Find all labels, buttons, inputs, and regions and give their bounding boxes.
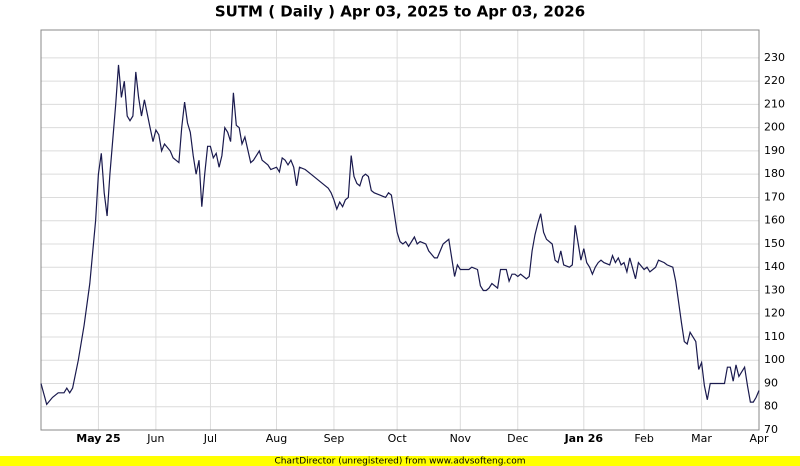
plot-frame	[40, 29, 760, 431]
y-tick-label: 180	[764, 167, 785, 180]
x-tick-label: Jun	[146, 432, 164, 445]
footer-band	[0, 456, 800, 466]
y-tick-label: 70	[764, 423, 778, 436]
x-tick-label: Nov	[450, 432, 472, 445]
x-tick-label: Dec	[507, 432, 528, 445]
grid	[41, 30, 760, 431]
x-tick-label: Oct	[388, 432, 408, 445]
x-tick-label: Jan 26	[564, 432, 604, 445]
x-tick-label: Jul	[203, 432, 217, 445]
y-tick-label: 110	[764, 330, 785, 343]
y-tick-label: 230	[764, 51, 785, 64]
y-tick-label: 80	[764, 400, 778, 413]
y-tick-label: 130	[764, 283, 785, 296]
y-tick-label: 100	[764, 353, 785, 366]
y-tick-label: 210	[764, 97, 785, 110]
y-tick-label: 190	[764, 144, 785, 157]
y-tick-label: 160	[764, 214, 785, 227]
y-tick-label: 200	[764, 121, 785, 134]
x-tick-label: May 25	[76, 432, 120, 445]
y-tick-label: 120	[764, 307, 785, 320]
y-tick-label: 90	[764, 376, 778, 389]
x-tick-label: Mar	[691, 432, 712, 445]
footer: ChartDirector (unregistered) from www.ad…	[274, 457, 525, 466]
y-tick-label: 220	[764, 74, 785, 87]
y-tick-label: 170	[764, 190, 785, 203]
y-tick-label: 140	[764, 260, 785, 273]
x-tick-label: Feb	[634, 432, 653, 445]
x-tick-label: Sep	[324, 432, 345, 445]
price-line	[40, 64, 760, 406]
chart-title: SUTM ( Daily ) Apr 03, 2025 to Apr 03, 2…	[215, 3, 585, 21]
x-tick-label: Apr	[749, 432, 769, 445]
x-tick-label: Aug	[266, 432, 287, 445]
y-tick-label: 150	[764, 237, 785, 250]
